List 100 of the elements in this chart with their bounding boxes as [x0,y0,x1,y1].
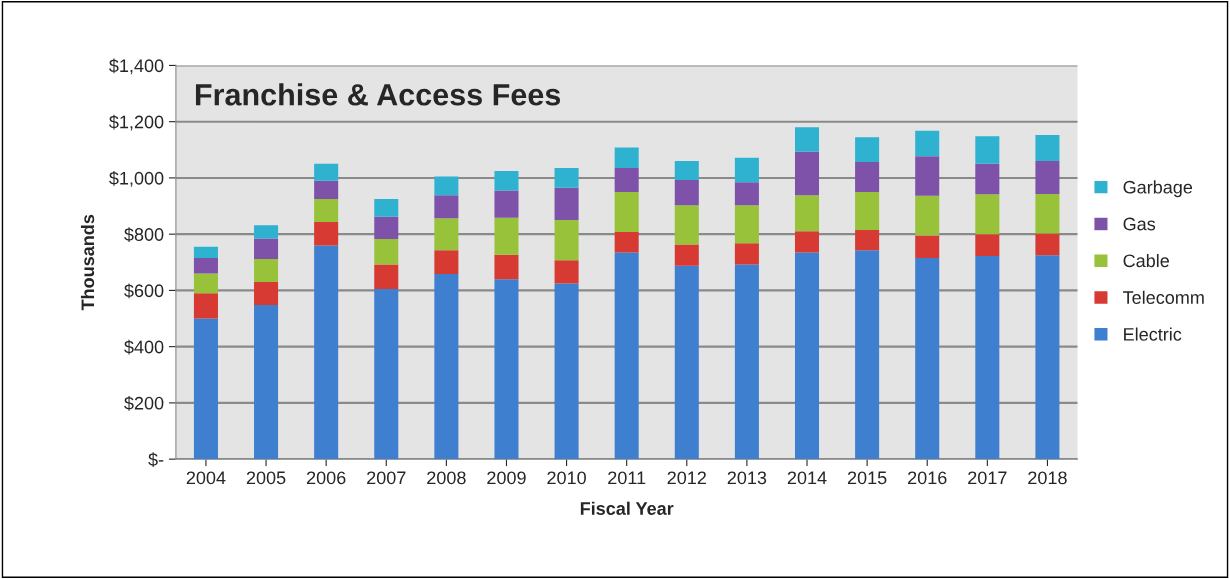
bar [434,274,459,460]
bar [734,182,759,206]
bar [434,176,459,196]
bar [734,243,759,265]
bar [855,191,880,230]
bar [794,252,820,460]
bar [855,161,880,192]
bar [614,231,639,253]
bar [794,231,820,253]
bar [1035,233,1060,256]
bar [975,163,1000,195]
bar [314,180,339,200]
bar [794,127,820,152]
x-tick-label: 2014 [787,471,827,485]
y-tick-label: $1,400 [109,58,164,75]
bar [554,168,579,188]
x-tick-label: 2009 [487,471,526,485]
bar [614,252,639,460]
bar [314,163,339,181]
bar [1035,161,1060,194]
bar [193,318,218,460]
bar [554,283,579,460]
bar [254,281,279,306]
bar [734,264,759,460]
bar [915,195,940,236]
bar [254,225,279,239]
bar [254,258,279,282]
bar [674,161,699,180]
x-tick-label: 2013 [727,471,767,485]
x-tick-label: 2007 [367,471,406,485]
bar [193,293,218,319]
bar [494,170,519,191]
bar [554,187,579,221]
bar [915,130,940,157]
x-tick-label: 2006 [306,471,346,485]
bar [494,279,519,460]
bar [374,238,399,265]
x-tick-label: 2005 [246,471,286,485]
y-tick-label: $1,200 [109,114,164,131]
bar [1035,193,1060,234]
bar [374,199,399,217]
bar [434,195,459,219]
bar [614,191,639,232]
bar [915,235,940,259]
legend-label: Gas [1123,217,1156,231]
bar [1035,255,1060,460]
chart-title: Franchise & Access Fees [195,83,561,106]
bar [614,147,639,169]
legend-label: Garbage [1123,180,1193,198]
bar [494,190,519,218]
x-tick-label: 2004 [186,471,226,485]
y-tick-label: $400 [124,339,164,355]
bar [794,195,820,232]
bar [975,136,1000,164]
y-tick-label: $1,000 [109,171,164,187]
bar [254,305,279,460]
bar [915,156,940,196]
bar [674,244,699,266]
x-tick-label: 2011 [608,471,646,485]
bar [434,218,459,251]
legend-label: Cable [1123,253,1169,268]
x-tick-label: 2008 [427,471,466,485]
x-axis-title: Fiscal Year [580,501,674,515]
bar [794,151,820,196]
x-tick-label: 2010 [547,471,586,485]
bar [1035,134,1060,162]
x-tick-label: 2012 [667,471,706,485]
bar [554,220,579,261]
bar [734,157,759,183]
y-tick-label: $600 [124,283,164,299]
x-tick-label: 2017 [968,471,1007,485]
bar [314,245,339,460]
bar [975,234,1000,257]
bar [975,194,1000,235]
bar [915,258,940,460]
bar [434,250,459,275]
bar [674,265,699,460]
x-tick-label: 2018 [1028,471,1067,485]
bar [554,260,579,284]
legend-label: Electric [1124,327,1182,341]
bar [494,254,519,280]
bar [314,199,339,223]
y-tick-label: $- [148,452,164,467]
bar [674,179,699,206]
x-tick-label: 2016 [908,471,947,485]
bar [314,222,339,246]
bar [254,238,279,259]
bar [193,273,218,294]
bar [374,289,399,460]
bar [734,205,759,244]
bar [374,216,399,239]
legend-label: Telecomm [1123,290,1204,304]
bar [855,250,880,460]
bar [855,137,880,162]
y-tick-label: $800 [124,227,164,242]
y-axis-title: Thousands [80,214,95,311]
bar [193,258,218,274]
bar [975,256,1000,460]
bar [674,205,699,245]
bar [374,264,399,289]
